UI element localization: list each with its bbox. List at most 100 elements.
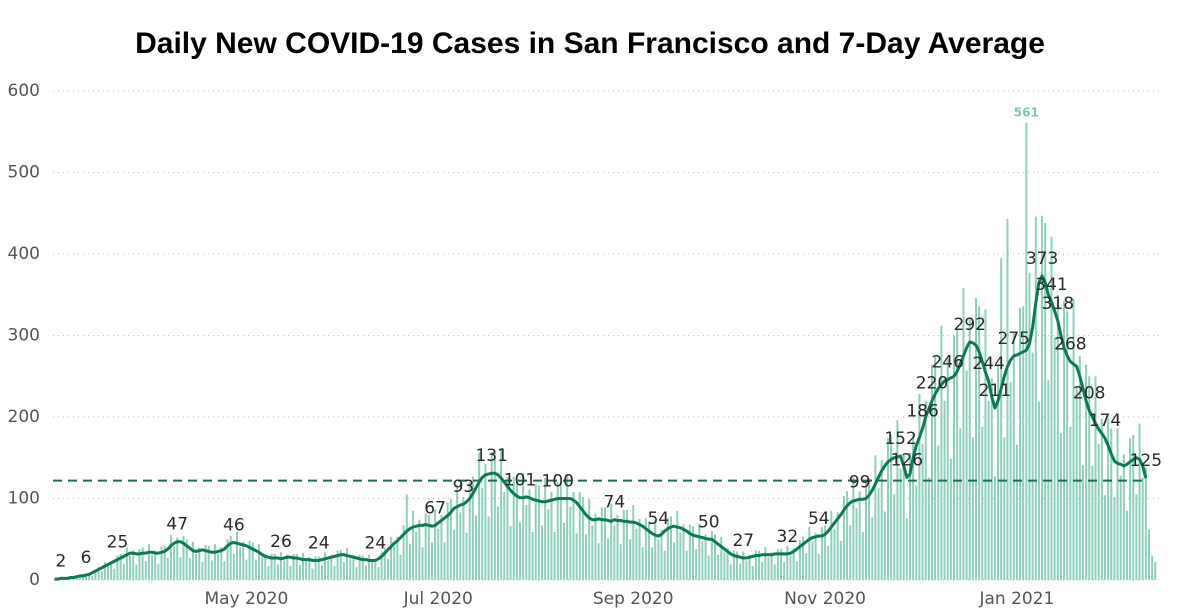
bar	[846, 491, 849, 580]
bar	[864, 482, 867, 580]
bar	[701, 541, 704, 580]
y-tick-label: 600	[8, 81, 40, 101]
bar	[462, 496, 465, 580]
bar	[430, 542, 433, 580]
bar	[842, 496, 845, 580]
bar	[786, 545, 789, 580]
bar	[418, 519, 421, 580]
bar	[320, 565, 323, 580]
bar	[151, 554, 154, 580]
bar	[399, 554, 402, 580]
bar	[805, 553, 808, 580]
bar	[607, 538, 610, 580]
bar	[1129, 438, 1132, 580]
bar	[764, 547, 767, 580]
bar	[141, 547, 144, 580]
bar	[795, 561, 798, 580]
bar	[481, 487, 484, 580]
bar	[396, 536, 399, 580]
bar	[292, 553, 295, 580]
x-tick-label: Nov 2020	[784, 589, 866, 609]
data-label: 152	[884, 429, 916, 449]
bar	[1022, 306, 1025, 580]
bar	[393, 546, 396, 580]
x-tick-label: May 2020	[204, 589, 288, 609]
bar	[283, 560, 286, 580]
bar	[578, 491, 581, 580]
bar	[103, 562, 106, 580]
data-label: 275	[998, 329, 1030, 349]
bar	[1028, 272, 1031, 580]
data-label: 32	[777, 527, 799, 547]
bar	[855, 508, 858, 580]
bar	[368, 554, 371, 580]
bar	[1122, 454, 1125, 580]
bar	[780, 549, 783, 580]
bar	[122, 563, 125, 580]
bar	[949, 458, 952, 580]
bar	[742, 551, 745, 580]
bar	[1063, 301, 1066, 580]
bar	[144, 561, 147, 580]
bar	[1132, 434, 1135, 580]
bar	[1147, 529, 1150, 580]
bars	[53, 122, 1157, 580]
data-label: 211	[979, 381, 1011, 401]
bar	[1078, 355, 1081, 580]
bar	[761, 562, 764, 580]
bar	[273, 553, 276, 580]
bar	[217, 553, 220, 580]
bar	[1138, 423, 1141, 580]
bar	[1059, 433, 1062, 580]
data-label: 373	[1026, 249, 1058, 269]
bar	[1019, 307, 1022, 580]
bar	[506, 477, 509, 580]
bar	[459, 512, 462, 580]
bar	[1069, 426, 1072, 580]
bar	[173, 546, 176, 580]
bar	[160, 546, 163, 580]
bar	[308, 557, 311, 580]
bar	[195, 553, 198, 580]
bar	[107, 566, 110, 580]
bar	[710, 531, 713, 580]
bar	[654, 521, 657, 580]
bar	[572, 491, 575, 580]
bar	[138, 549, 141, 580]
peak-label: 561	[1014, 105, 1039, 119]
bar	[997, 364, 1000, 580]
bar	[129, 555, 132, 580]
x-tick-label: Jul 2020	[403, 589, 473, 609]
bar	[981, 426, 984, 580]
bar	[868, 478, 871, 580]
data-label: 292	[954, 315, 986, 335]
bar	[610, 503, 613, 580]
bar	[676, 510, 679, 580]
bar	[833, 528, 836, 580]
bar	[239, 547, 242, 580]
bar	[594, 513, 597, 580]
bar	[69, 578, 72, 580]
bar	[346, 548, 349, 580]
bar	[220, 547, 223, 580]
bar	[515, 478, 518, 580]
bar	[767, 557, 770, 580]
bar	[802, 536, 805, 580]
bar	[962, 288, 965, 580]
bar	[1113, 496, 1116, 580]
bar	[893, 494, 896, 580]
bar	[324, 552, 327, 580]
bar	[915, 485, 918, 580]
y-tick-label: 0	[29, 570, 40, 590]
bar	[512, 476, 515, 580]
bar	[776, 549, 779, 580]
bar	[993, 476, 996, 580]
bar	[279, 552, 283, 580]
bar	[877, 487, 880, 580]
bar	[424, 513, 427, 580]
bar	[176, 537, 179, 580]
bar	[449, 498, 452, 580]
bar	[361, 555, 364, 580]
bar	[1116, 428, 1119, 580]
bar	[943, 400, 946, 580]
